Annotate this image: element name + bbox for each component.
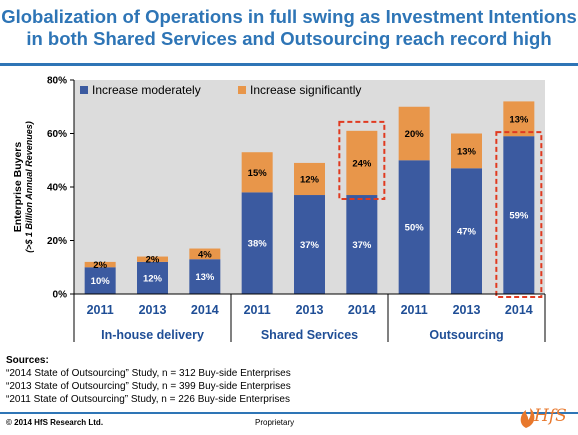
bar-segment — [84, 261, 116, 268]
x-tick-label: 2014 — [505, 303, 533, 317]
bar-segment — [503, 136, 535, 294]
bar-segment — [189, 259, 221, 294]
y-tick-label: 20% — [47, 236, 67, 247]
bars — [84, 101, 535, 294]
sources-heading: Sources: — [6, 355, 49, 366]
highlight-boxes — [338, 120, 543, 298]
highlight-box — [495, 131, 543, 298]
source-line-2011: “2011 State of Outsourcing” Study, n = 2… — [6, 394, 290, 405]
legend-label: Increase moderately — [92, 83, 201, 97]
chart-title: Globalization of Operations in full swin… — [0, 6, 578, 50]
x-tick-label: 2013 — [296, 303, 324, 317]
copyright: © 2014 HfS Research Ltd. — [6, 418, 104, 427]
x-tick-label: 2013 — [453, 303, 481, 317]
data-label: 12% — [143, 273, 163, 284]
legend-swatch — [80, 86, 88, 94]
highlight-box — [338, 120, 386, 201]
x-tick-label: 2011 — [87, 303, 114, 317]
source-line-2013: “2013 State of Outsourcing” Study, n = 3… — [6, 381, 291, 392]
data-label: 12% — [300, 174, 320, 185]
bar-segment — [189, 248, 221, 260]
y-axis-label: Enterprise Buyers — [12, 142, 24, 233]
bar-segment — [398, 160, 430, 294]
data-label: 38% — [248, 239, 268, 250]
y-tick-label: 60% — [47, 129, 67, 140]
bar-segment — [241, 152, 273, 193]
bar-segment — [346, 195, 378, 294]
data-label: 20% — [405, 129, 425, 140]
bar-segment — [294, 162, 325, 196]
bar-segment — [241, 192, 273, 294]
title-line-2: in both Shared Services and Outsourcing … — [26, 28, 552, 49]
logo-text: HfS — [534, 406, 567, 426]
bar-segment — [503, 101, 535, 137]
group-label: Shared Services — [261, 328, 358, 342]
legend-label: Increase significantly — [250, 83, 361, 97]
data-label: 47% — [457, 227, 477, 238]
bar-segment — [346, 130, 378, 196]
data-label: 24% — [352, 158, 372, 169]
legend: Increase moderately Increase significantl… — [80, 83, 361, 97]
group-label: Outsourcing — [429, 328, 503, 342]
x-axis: 2011 2013 2014 2011 2013 2014 2011 2013 2014 In-h… — [73, 293, 546, 342]
bar-segment — [294, 195, 325, 294]
legend-swatch — [238, 86, 246, 94]
y-axis: 0% 20% 40% 60% 80% — [47, 76, 75, 301]
x-tick-label: 2011 — [244, 303, 271, 317]
data-label: 59% — [509, 211, 529, 222]
data-label: 4% — [198, 249, 212, 260]
proprietary-label: Proprietary — [255, 418, 295, 427]
data-label: 2% — [146, 255, 160, 266]
bar-segment — [137, 256, 168, 262]
x-tick-label: 2014 — [348, 303, 376, 317]
bar-segment — [84, 267, 116, 294]
bar-segment — [137, 261, 168, 294]
y-axis-sublabel: (>$ 1 Billion Annual Revenues) — [24, 121, 34, 252]
data-label: 13% — [195, 272, 215, 283]
title-line-1: Globalization of Operations in full swin… — [1, 6, 577, 27]
data-label: 13% — [457, 146, 477, 157]
x-tick-label: 2014 — [191, 303, 219, 317]
bar-segment — [451, 133, 482, 169]
data-label: 37% — [352, 240, 372, 251]
footer-divider — [0, 412, 578, 414]
bar-segment — [451, 168, 482, 294]
logo-flame-icon — [520, 408, 535, 428]
data-label: 37% — [300, 240, 320, 251]
data-label: 50% — [405, 223, 425, 234]
data-label: 2% — [93, 260, 107, 271]
y-tick-label: 80% — [47, 76, 67, 87]
stacked-bar-chart: 0%20%40%60%80% 10%2%12%2%13%4%38%15%37%1… — [12, 76, 546, 342]
data-label: 13% — [509, 114, 529, 125]
data-label: 15% — [248, 168, 268, 179]
source-line-2014: “2014 State of Outsourcing” Study, n = 3… — [6, 368, 291, 379]
data-labels: 10% 2% 12% 2% 13% 4% 38% 15% 37% 12% 37% 24% 50% 20% 4… — [91, 114, 529, 287]
y-tick-label: 0% — [53, 290, 68, 301]
group-label: In-house delivery — [101, 328, 204, 342]
sources: Sources: “2014 State of Outsourcing” Stu… — [6, 354, 291, 406]
data-label: 10% — [91, 276, 111, 287]
bar-segment — [398, 106, 430, 161]
x-tick-label: 2013 — [139, 303, 167, 317]
x-tick-label: 2011 — [401, 303, 428, 317]
y-tick-label: 40% — [47, 183, 67, 194]
hfs-logo: HfS — [516, 402, 572, 430]
title-divider — [0, 63, 578, 66]
